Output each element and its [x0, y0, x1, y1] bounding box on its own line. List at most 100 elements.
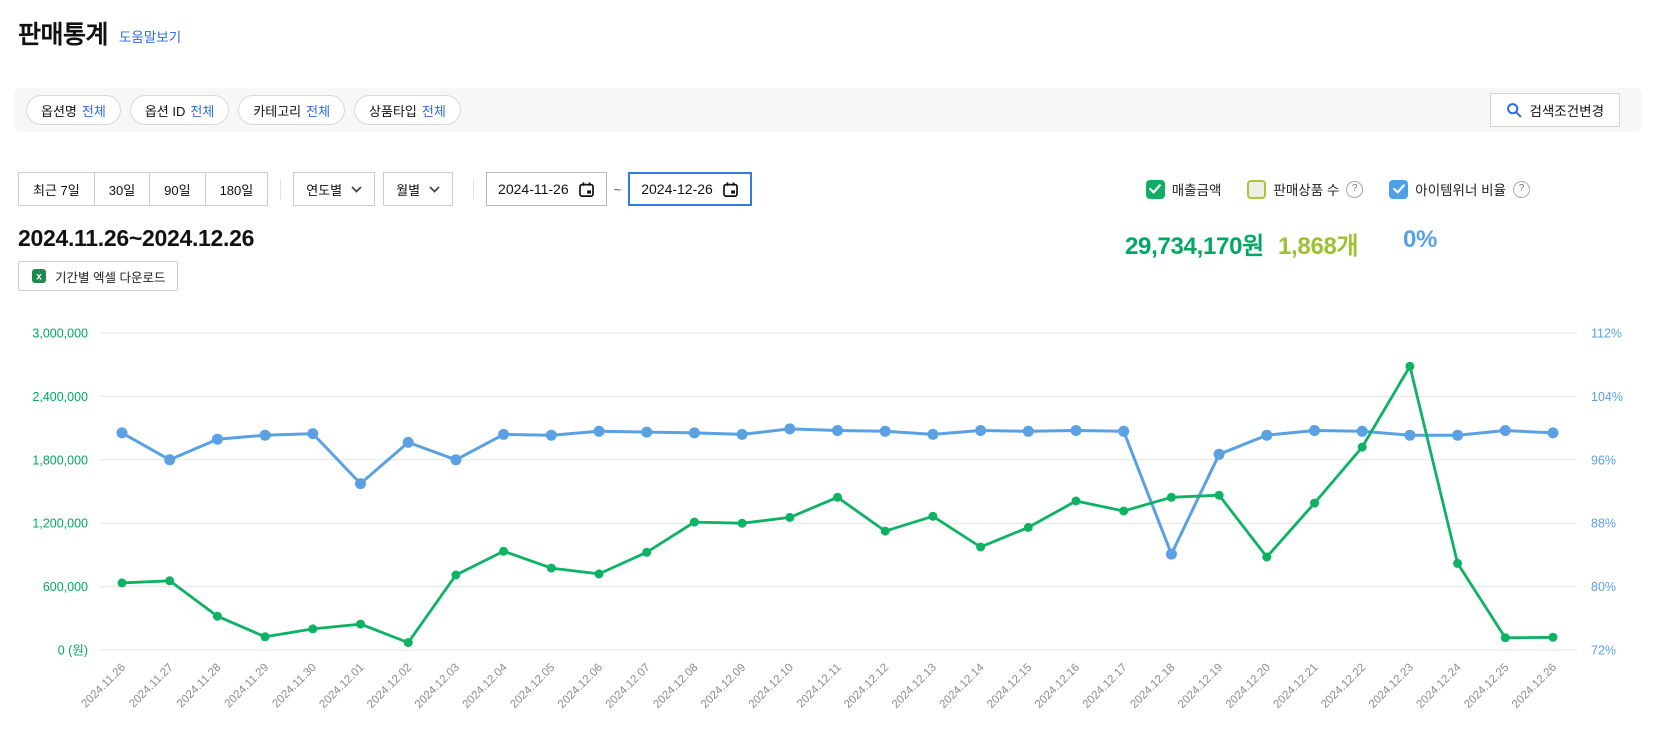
series-0-point-23[interactable] [1214, 490, 1224, 500]
series-line-1 [120, 427, 1555, 556]
series-0-point-15[interactable] [833, 492, 842, 502]
series-1-point-1[interactable] [164, 454, 176, 466]
series-1-point-7[interactable] [450, 454, 462, 466]
series-1-point-5[interactable] [355, 478, 366, 490]
calendar-icon[interactable] [578, 181, 595, 198]
series-0-point-20[interactable] [1071, 496, 1081, 506]
series-0-point-8[interactable] [499, 546, 509, 556]
series-0-point-25[interactable] [1310, 498, 1319, 508]
legend-item-2[interactable]: 아이템위너 비율? [1389, 179, 1530, 199]
excel-download-button[interactable]: x 기간별 엑셀 다운로드 [18, 261, 179, 291]
series-1-point-21[interactable] [1118, 425, 1130, 437]
x-axis-label: 2024.12.04 [461, 661, 511, 711]
series-0-point-5[interactable] [356, 619, 365, 629]
range-button-1[interactable]: 30일 [93, 172, 151, 206]
series-1-point-10[interactable] [593, 425, 605, 437]
series-0-point-27[interactable] [1405, 361, 1415, 371]
series-0-point-21[interactable] [1119, 506, 1129, 516]
series-1-point-27[interactable] [1404, 429, 1416, 441]
series-0-point-28[interactable] [1453, 558, 1463, 568]
series-1-point-6[interactable] [402, 436, 414, 448]
series-0-point-26[interactable] [1357, 442, 1367, 452]
range-button-0[interactable]: 최근 7일 [18, 172, 95, 206]
x-axis-label: 2024.12.03 [413, 662, 462, 711]
series-0-point-17[interactable] [928, 511, 938, 521]
series-0-point-29[interactable] [1500, 633, 1510, 643]
series-0-point-4[interactable] [308, 624, 318, 634]
series-1-point-2[interactable] [211, 433, 223, 445]
period-dropdown-0[interactable]: 연도별 [293, 172, 376, 206]
calendar-icon[interactable] [722, 181, 739, 198]
divider [473, 179, 475, 199]
series-1-point-17[interactable] [927, 428, 939, 440]
legend-item-1[interactable]: 판매상품 수? [1247, 179, 1364, 199]
dropdown-group: 연도별 월별 [293, 172, 461, 206]
series-1-point-18[interactable] [975, 425, 987, 436]
series-1-point-15[interactable] [832, 425, 843, 436]
series-1-point-28[interactable] [1452, 429, 1464, 441]
series-0-point-16[interactable] [880, 526, 890, 536]
series-0-point-3[interactable] [260, 632, 270, 642]
series-0-point-14[interactable] [785, 512, 795, 522]
filter-pill-3[interactable]: 상품타입 전체 [354, 95, 461, 125]
series-1-point-4[interactable] [307, 428, 319, 440]
filter-pill-1[interactable]: 옵션 ID 전체 [129, 95, 230, 125]
series-1-point-3[interactable] [259, 429, 271, 441]
chart-legend: 매출금액 판매상품 수? 아이템위너 비율? [1145, 179, 1530, 199]
series-0-point-1[interactable] [165, 576, 175, 586]
unchecked-checkbox-icon[interactable] [1247, 179, 1267, 199]
right-axis-tick-label: 96% [1591, 453, 1616, 467]
range-button-3[interactable]: 180일 [204, 172, 269, 206]
series-line-0 [120, 364, 1555, 645]
help-question-icon[interactable]: ? [1513, 180, 1530, 198]
series-0-point-10[interactable] [594, 569, 604, 579]
series-1-point-0[interactable] [116, 427, 128, 439]
series-1-point-8[interactable] [498, 428, 510, 440]
series-0-point-18[interactable] [976, 542, 986, 552]
checked-checkbox-icon[interactable] [1389, 179, 1409, 199]
itemwinner-ratio-value: 0% [1403, 226, 1438, 253]
series-1-point-29[interactable] [1499, 425, 1511, 436]
series-1-point-23[interactable] [1213, 448, 1225, 460]
series-1-point-25[interactable] [1309, 425, 1320, 436]
series-0-point-7[interactable] [451, 570, 461, 580]
series-0-point-30[interactable] [1548, 632, 1558, 642]
series-0-point-22[interactable] [1166, 492, 1176, 502]
series-1-point-19[interactable] [1022, 425, 1034, 437]
series-1-point-14[interactable] [784, 423, 796, 435]
series-1-point-9[interactable] [545, 429, 557, 441]
series-0-point-13[interactable] [737, 518, 747, 528]
chevron-down-icon [351, 185, 362, 193]
legend-item-0[interactable]: 매출금액 [1145, 179, 1221, 199]
series-0-point-11[interactable] [642, 547, 652, 557]
filter-pill-0[interactable]: 옵션명 전체 [26, 95, 121, 125]
series-0-point-24[interactable] [1262, 552, 1272, 562]
range-button-2[interactable]: 90일 [149, 172, 206, 206]
period-dropdown-1[interactable]: 월별 [383, 172, 454, 206]
series-0-point-19[interactable] [1023, 522, 1033, 532]
series-0-point-2[interactable] [212, 611, 222, 621]
series-1-point-26[interactable] [1356, 425, 1368, 437]
series-1-point-20[interactable] [1070, 425, 1082, 436]
series-0-point-9[interactable] [546, 563, 556, 573]
series-1-point-22[interactable] [1165, 548, 1177, 560]
help-link[interactable]: 도움말보기 [119, 30, 182, 45]
series-0-point-0[interactable] [117, 578, 127, 588]
series-1-point-11[interactable] [641, 426, 653, 438]
filter-pill-2[interactable]: 카테고리 전체 [238, 95, 346, 125]
help-question-icon[interactable]: ? [1346, 180, 1364, 198]
start-date-input[interactable]: 2024-11-26 [486, 172, 607, 206]
end-date-input[interactable]: 2024-12-26 [628, 172, 752, 206]
series-0-point-6[interactable] [403, 638, 413, 648]
series-1-point-13[interactable] [736, 428, 748, 440]
series-1-point-24[interactable] [1261, 429, 1273, 441]
checked-checkbox-icon[interactable] [1145, 179, 1165, 199]
change-search-conditions-button[interactable]: 검색조건변경 [1490, 93, 1620, 127]
start-date-value: 2024-11-26 [498, 181, 569, 197]
series-0-point-12[interactable] [689, 517, 699, 527]
series-1-point-12[interactable] [688, 427, 700, 439]
x-axis-label: 2024.12.02 [365, 662, 414, 711]
series-1-point-16[interactable] [879, 425, 891, 437]
total-sold-items: 1,868개 [1278, 233, 1359, 260]
series-1-point-30[interactable] [1547, 427, 1559, 439]
